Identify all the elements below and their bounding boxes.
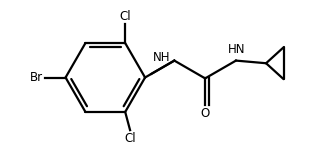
Text: Br: Br <box>30 71 43 84</box>
Text: O: O <box>201 107 210 120</box>
Text: NH: NH <box>153 51 171 64</box>
Text: Cl: Cl <box>124 132 136 145</box>
Text: HN: HN <box>228 43 246 56</box>
Text: Cl: Cl <box>120 10 131 23</box>
